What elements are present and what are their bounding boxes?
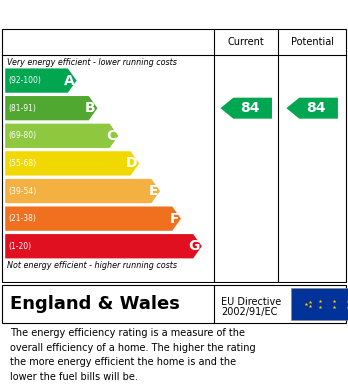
Polygon shape — [5, 96, 97, 120]
Text: (92-100): (92-100) — [8, 76, 41, 85]
Polygon shape — [5, 179, 160, 203]
Text: 84: 84 — [306, 101, 326, 115]
Polygon shape — [5, 234, 202, 258]
Text: (1-20): (1-20) — [8, 242, 31, 251]
Text: (81-91): (81-91) — [8, 104, 36, 113]
Text: Current: Current — [228, 37, 264, 47]
Text: B: B — [85, 101, 96, 115]
Text: Not energy efficient - higher running costs: Not energy efficient - higher running co… — [7, 261, 177, 270]
Text: England & Wales: England & Wales — [10, 295, 180, 313]
Polygon shape — [221, 98, 272, 119]
Text: (55-68): (55-68) — [8, 159, 36, 168]
Text: F: F — [170, 212, 179, 226]
Text: (39-54): (39-54) — [8, 187, 36, 196]
Text: Potential: Potential — [291, 37, 334, 47]
Text: (69-80): (69-80) — [8, 131, 36, 140]
Text: D: D — [126, 156, 137, 170]
Polygon shape — [5, 124, 118, 148]
Text: 84: 84 — [240, 101, 260, 115]
Polygon shape — [5, 151, 139, 176]
Text: (21-38): (21-38) — [8, 214, 36, 223]
Text: EU Directive: EU Directive — [221, 297, 281, 307]
Text: Very energy efficient - lower running costs: Very energy efficient - lower running co… — [7, 58, 177, 67]
Polygon shape — [5, 206, 181, 231]
Text: Energy Efficiency Rating: Energy Efficiency Rating — [9, 7, 219, 22]
Text: A: A — [64, 74, 75, 88]
Text: The energy efficiency rating is a measure of the
overall efficiency of a home. T: The energy efficiency rating is a measur… — [10, 328, 256, 382]
Polygon shape — [286, 98, 338, 119]
Text: E: E — [149, 184, 158, 198]
Text: 2002/91/EC: 2002/91/EC — [221, 307, 277, 317]
Bar — [291, 288, 348, 320]
Text: C: C — [106, 129, 117, 143]
Polygon shape — [5, 68, 77, 93]
Text: G: G — [189, 239, 200, 253]
